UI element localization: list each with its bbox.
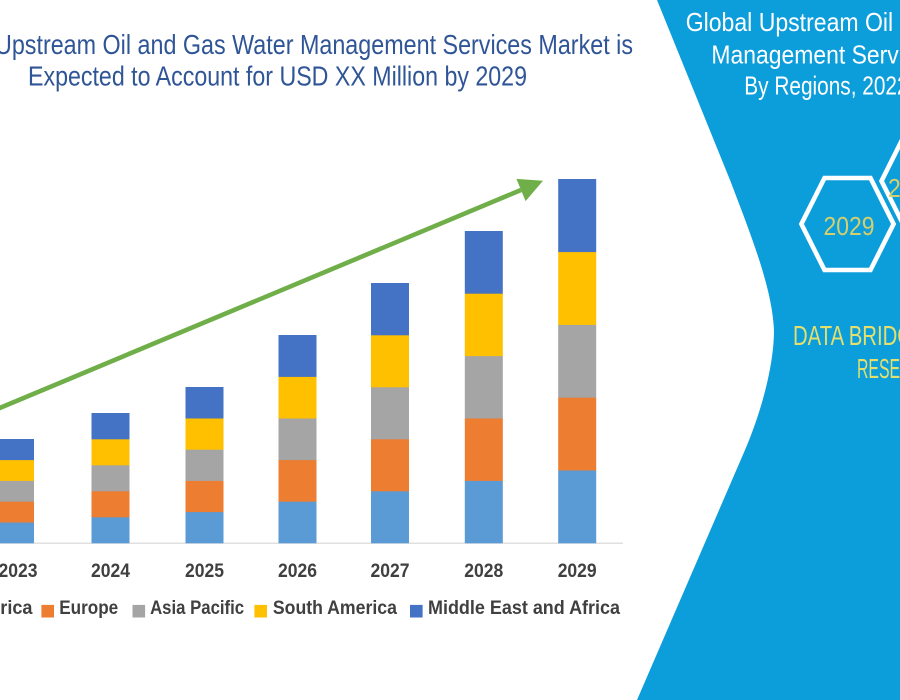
- svg-text:2024: 2024: [91, 561, 130, 582]
- svg-text:2026: 2026: [278, 561, 317, 582]
- svg-text:RESEARCH: RESEARCH: [857, 353, 900, 384]
- svg-text:Global Upstream Oil and Gas Wa: Global Upstream Oil and Gas Water: [686, 7, 900, 37]
- svg-text:North America: North America: [0, 597, 33, 619]
- svg-text:2027: 2027: [371, 561, 410, 582]
- svg-text:2029: 2029: [824, 213, 875, 241]
- svg-text:Europe: Europe: [59, 597, 118, 619]
- svg-text:2022: 2022: [888, 175, 900, 203]
- svg-text:South America: South America: [273, 597, 397, 619]
- svg-text:Upstream Oil and Gas Water Man: Upstream Oil and Gas Water Management Se…: [0, 29, 633, 60]
- svg-text:DATA BRIDGE MARKET: DATA BRIDGE MARKET: [793, 320, 900, 351]
- svg-text:2025: 2025: [185, 561, 224, 582]
- svg-text:Management Services Market,: Management Services Market,: [711, 39, 900, 69]
- svg-text:By Regions, 2022-2029: By Regions, 2022-2029: [744, 71, 900, 101]
- svg-text:2028: 2028: [464, 561, 503, 582]
- svg-text:2023: 2023: [0, 561, 38, 582]
- svg-text:2029: 2029: [558, 561, 597, 582]
- svg-text:Asia Pacific: Asia Pacific: [150, 597, 244, 619]
- svg-text:Middle East and Africa: Middle East and Africa: [428, 597, 620, 619]
- svg-text:Expected to Account for USD XX: Expected to Account for USD XX Million b…: [28, 61, 527, 92]
